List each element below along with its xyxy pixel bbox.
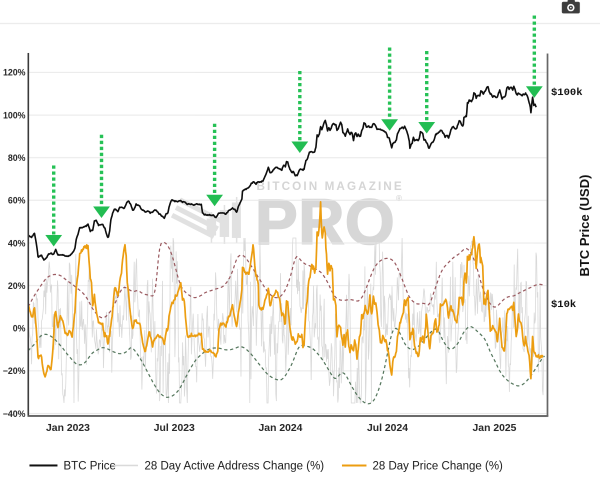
svg-text:BTC Price (USD): BTC Price (USD) <box>577 175 592 277</box>
svg-text:BTC Price: BTC Price <box>63 460 115 472</box>
svg-text:Jul 2024: Jul 2024 <box>367 423 408 434</box>
svg-text:60%: 60% <box>8 196 26 206</box>
svg-text:40%: 40% <box>8 238 26 248</box>
svg-text:$10k: $10k <box>551 299 576 311</box>
svg-text:28 Day Price Change (%): 28 Day Price Change (%) <box>372 461 503 473</box>
svg-text:®: ® <box>396 194 402 203</box>
svg-text:Jan 2023: Jan 2023 <box>46 423 90 434</box>
svg-text:0%: 0% <box>13 323 26 333</box>
svg-text:Jan 2024: Jan 2024 <box>259 423 303 434</box>
svg-text:−40%: −40% <box>3 409 26 419</box>
svg-text:20%: 20% <box>8 281 26 291</box>
svg-text:80%: 80% <box>8 153 26 163</box>
svg-text:Jan 2025: Jan 2025 <box>473 423 517 434</box>
svg-text:120%: 120% <box>3 68 26 78</box>
svg-text:28 Day Active Address Change (: 28 Day Active Address Change (%) <box>144 460 324 472</box>
svg-text:100%: 100% <box>3 110 26 120</box>
svg-text:BITCOIN MAGAZINE: BITCOIN MAGAZINE <box>257 180 404 193</box>
svg-text:Jul 2023: Jul 2023 <box>154 423 195 434</box>
svg-text:$100k: $100k <box>551 87 583 99</box>
svg-text:−20%: −20% <box>3 366 26 376</box>
